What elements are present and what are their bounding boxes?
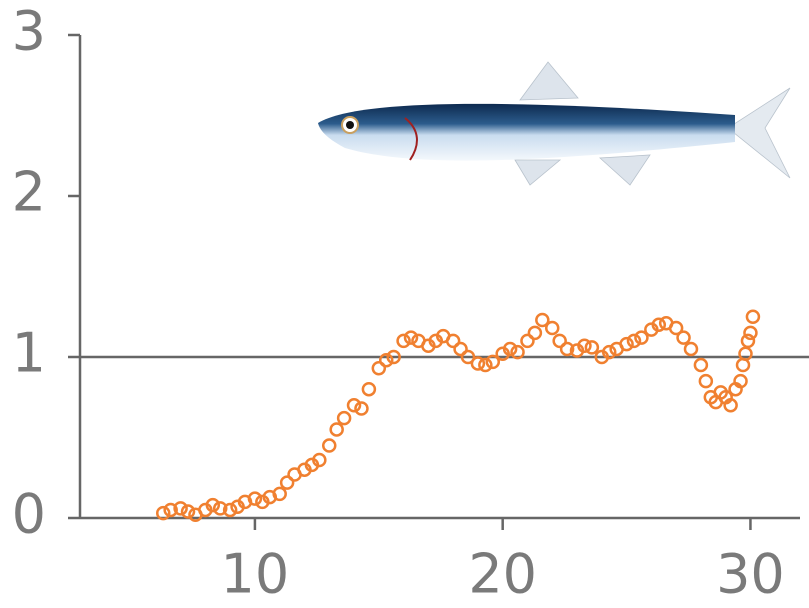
point — [396, 333, 411, 349]
x-tick-label: 10 — [221, 543, 290, 606]
point — [212, 501, 228, 516]
point — [163, 502, 178, 518]
point — [354, 401, 369, 416]
point — [693, 357, 709, 373]
point — [559, 341, 575, 357]
point — [321, 438, 337, 453]
point — [723, 398, 738, 413]
point — [502, 341, 518, 357]
point — [601, 344, 617, 360]
point — [478, 357, 493, 373]
point — [329, 422, 344, 437]
point — [346, 398, 362, 413]
point — [386, 349, 401, 365]
point — [222, 502, 238, 518]
point — [470, 356, 486, 371]
point — [745, 309, 761, 324]
point — [619, 336, 634, 352]
fish-illustration — [318, 61, 791, 186]
point — [510, 344, 525, 360]
x-tick-label: 30 — [716, 543, 785, 606]
point — [698, 373, 714, 389]
point — [535, 312, 550, 328]
point — [403, 330, 419, 345]
point — [173, 501, 188, 516]
point — [336, 410, 352, 426]
point — [651, 317, 667, 333]
point — [552, 333, 567, 349]
point — [205, 497, 221, 513]
y-tick-label: 2 — [12, 161, 46, 224]
point — [626, 333, 642, 349]
y-tick-label: 3 — [12, 0, 46, 63]
point — [527, 325, 543, 341]
point — [445, 333, 461, 349]
point — [584, 340, 600, 355]
point — [676, 330, 691, 345]
point — [735, 357, 751, 373]
x-tick-label: 20 — [468, 543, 537, 606]
point — [155, 505, 171, 521]
point — [544, 320, 560, 336]
point — [180, 504, 196, 519]
y-tick-label: 0 — [12, 483, 46, 546]
point — [378, 352, 394, 368]
point — [733, 373, 748, 389]
point — [312, 452, 327, 468]
point — [577, 338, 592, 353]
point — [738, 346, 753, 362]
point — [247, 491, 263, 506]
point — [485, 354, 501, 370]
point — [520, 333, 535, 349]
point — [371, 361, 387, 376]
point — [683, 341, 699, 357]
point — [453, 341, 468, 357]
y-tick-label: 1 — [12, 322, 46, 385]
point — [743, 325, 758, 341]
point — [668, 320, 684, 336]
point — [361, 381, 377, 397]
point — [634, 330, 649, 345]
point — [272, 486, 287, 502]
point — [460, 349, 476, 365]
point — [279, 475, 295, 490]
point — [740, 333, 756, 349]
